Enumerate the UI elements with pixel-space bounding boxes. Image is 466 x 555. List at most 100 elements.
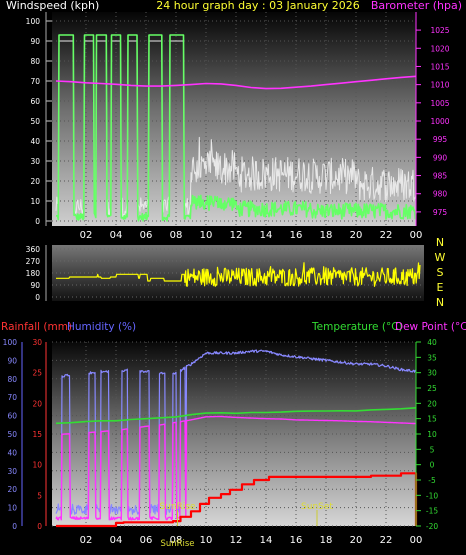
compass-label: W	[435, 251, 446, 264]
temperature-tick-label: 40	[427, 338, 437, 347]
rainfall-series	[56, 472, 418, 528]
barometer-tick-label: 985	[433, 172, 448, 181]
barometer-line	[55, 75, 417, 90]
barometer-tick-label: 995	[433, 135, 448, 144]
humidity-tick-label: 80	[7, 375, 17, 384]
x-tick-label: 02	[80, 230, 93, 241]
humidity-line	[55, 349, 417, 516]
x-tick-label: 20	[350, 535, 363, 546]
rainfall-tick-label: 25	[32, 369, 42, 378]
x-tick-label: 08	[170, 230, 183, 241]
barometer-tick-label: 1000	[430, 117, 449, 126]
dewpoint-legend: Dew Point (°C)	[395, 321, 466, 333]
sunset-label: SunSet	[301, 502, 333, 512]
windspeed-tick-label: 90	[30, 37, 40, 46]
temp-hum-axes: 02 04 06 08 10 12 14 16 18 20 22 000102030405060708…	[3, 338, 439, 549]
windspeed-tick-label: 70	[30, 77, 40, 86]
wind-baro-plot-area	[52, 12, 416, 226]
direction-tick-label: 360	[26, 245, 41, 254]
humidity-tick-label: 60	[7, 412, 17, 421]
barometer-tick-label: 975	[433, 208, 448, 217]
temperature-tick-label: -10	[426, 491, 438, 500]
rainfall-tick-label: 15	[32, 430, 42, 439]
compass-label: S	[437, 266, 444, 279]
x-tick-label: 08	[170, 535, 183, 546]
temperature-series	[55, 407, 417, 425]
barometer-tick-label: 1005	[430, 99, 449, 108]
barometer-tick-label: 1025	[430, 26, 449, 35]
rainfall-tick-label: 10	[32, 461, 42, 470]
x-tick-label: 16	[290, 535, 303, 546]
temperature-legend: Temperature (°C)	[311, 321, 403, 333]
rainfall-legend: Rainfall (mm)	[1, 321, 72, 333]
temperature-tick-label: 15	[427, 415, 437, 424]
humidity-tick-label: 40	[7, 448, 17, 457]
temperature-tick-label: -15	[426, 507, 438, 516]
rainfall-tick-label: 30	[32, 338, 42, 347]
x-tick-label: 18	[320, 230, 333, 241]
x-tick-label: 16	[290, 230, 303, 241]
windspeed-tick-label: 100	[26, 17, 41, 26]
temperature-tick-label: -5	[428, 476, 436, 485]
x-tick-label: 10	[200, 230, 213, 241]
temperature-tick-label: 10	[427, 430, 437, 439]
gust-series	[55, 40, 417, 218]
direction-tick-label: 180	[26, 269, 41, 278]
direction-tick-label: 270	[26, 257, 41, 266]
compass-label: E	[437, 281, 444, 294]
barometer-axis-label: Barometer (hpa)	[371, 0, 462, 12]
rainfall-tick-label: 5	[37, 491, 42, 500]
temperature-tick-label: 5	[430, 445, 435, 454]
x-tick-label: 02	[80, 535, 93, 546]
x-tick-label: 22	[380, 535, 393, 546]
windspeed-tick-label: 20	[30, 177, 40, 186]
x-tick-label: 10	[200, 535, 213, 546]
windspeed-series	[55, 34, 417, 222]
humidity-legend: Humidity (%)	[67, 321, 136, 333]
temperature-tick-label: 25	[427, 384, 437, 393]
temp-hum-plot-area	[52, 342, 416, 526]
temperature-tick-label: 30	[427, 369, 437, 378]
windspeed-axis-label: Windspeed (kph)	[6, 0, 99, 12]
wind-direction-series	[56, 262, 421, 287]
temperature-tick-label: 0	[430, 461, 435, 470]
x-tick-label: 04	[110, 535, 123, 546]
windspeed-line	[55, 34, 417, 222]
x-tick-label: 00	[410, 230, 423, 241]
humidity-tick-label: 30	[7, 467, 17, 476]
humidity-tick-label: 0	[12, 522, 17, 531]
x-tick-label: 06	[140, 230, 153, 241]
humidity-tick-label: 20	[7, 485, 17, 494]
rainfall-tick-label: 0	[37, 522, 42, 531]
humidity-tick-label: 50	[7, 430, 17, 439]
barometer-tick-label: 1020	[430, 44, 449, 53]
direction-tick-label: 90	[30, 281, 40, 290]
direction-tick-label: 0	[35, 293, 40, 302]
barometer-series	[55, 75, 417, 90]
barometer-tick-label: 1015	[430, 62, 449, 71]
dewpoint-line	[55, 415, 417, 521]
compass-label: N	[436, 296, 444, 309]
x-tick-label: 20	[350, 230, 363, 241]
wind-baro-axes: 02 04 06 08 10 12 14 16 18 20 22 000102030405060708…	[26, 12, 450, 241]
humidity-tick-label: 100	[3, 338, 18, 347]
barometer-tick-label: 990	[433, 153, 448, 162]
x-tick-label: 18	[320, 535, 333, 546]
compass-label: N	[436, 236, 444, 249]
temperature-tick-label: -20	[426, 522, 438, 531]
sunrise-axis-label: SunRise	[160, 539, 194, 549]
windspeed-tick-label: 40	[30, 137, 40, 146]
rainfall-line	[56, 472, 418, 528]
windspeed-tick-label: 60	[30, 97, 40, 106]
humidity-series	[55, 349, 417, 516]
x-tick-label: 04	[110, 230, 123, 241]
humidity-tick-label: 10	[7, 504, 17, 513]
humidity-tick-label: 70	[7, 393, 17, 402]
chart-title: 24 hour graph day : 03 January 2026	[156, 0, 360, 12]
windspeed-tick-label: 30	[30, 157, 40, 166]
sunrise-label: SunRise	[159, 502, 196, 512]
windspeed-tick-label: 80	[30, 57, 40, 66]
gust-line	[55, 40, 417, 218]
temperature-line	[55, 407, 417, 425]
